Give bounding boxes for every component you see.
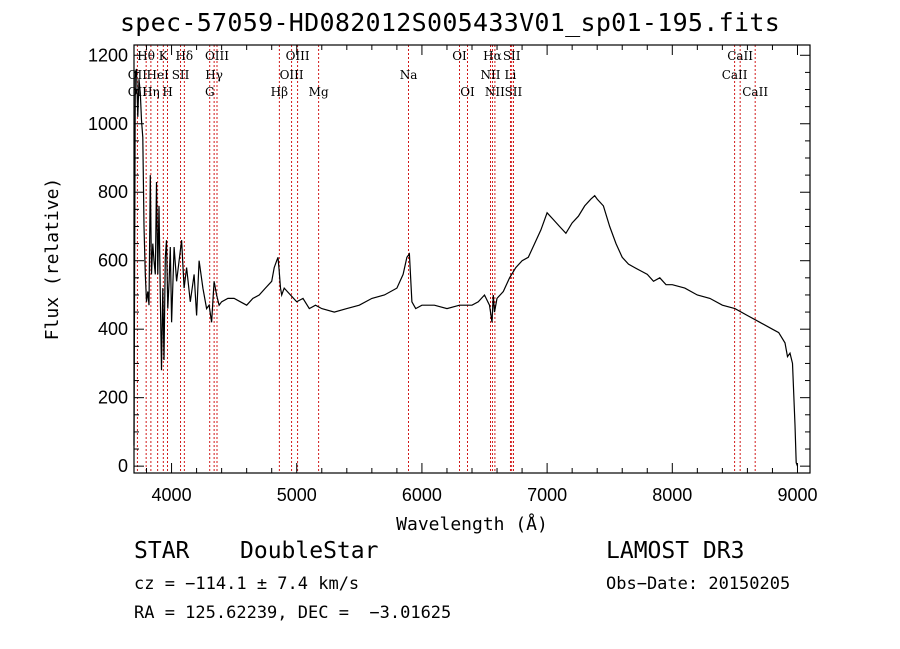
y-axis-label: Flux (relative): [42, 178, 63, 341]
spectral-line-label: H: [162, 85, 172, 99]
y-tick-label: 400: [98, 319, 128, 339]
spectral-line-label: OI: [460, 85, 475, 99]
spectral-line-label: OI: [452, 49, 467, 63]
spectral-line-markers: [136, 45, 756, 473]
spectral-line-label: SII: [503, 49, 521, 63]
x-tick-label: 4000: [152, 485, 192, 505]
x-tick-label: 7000: [527, 485, 567, 505]
spectral-line-label: K: [159, 49, 169, 63]
y-tick-label: 1200: [88, 45, 128, 65]
spectral-line-label: CaII: [727, 49, 753, 63]
spectral-line-label: CaII: [722, 68, 748, 82]
object-subclass: DoubleStar: [240, 538, 379, 564]
spectral-line-label: Na: [400, 68, 418, 82]
y-tick-label: 800: [98, 182, 128, 202]
x-tick-label: 9000: [777, 485, 817, 505]
spectral-line-label: OII: [128, 68, 148, 82]
x-axis-label: Wavelength (Å): [396, 513, 548, 535]
y-tick-label: 600: [98, 251, 128, 271]
observation-date: Obs−Date: 20150205: [606, 574, 791, 594]
spectral-line-label: SII: [505, 85, 523, 99]
x-tick-label: 8000: [652, 485, 692, 505]
spectral-line-label: CaII: [742, 85, 768, 99]
x-tick-label: 6000: [402, 485, 442, 505]
spectral-line-label: Hγ: [205, 68, 223, 82]
x-tick-label: 5000: [277, 485, 317, 505]
spectral-line-label: Hδ: [175, 49, 193, 63]
survey-name: LAMOST DR3: [606, 538, 745, 564]
spectral-line-label: Mg: [309, 85, 329, 99]
y-axis-ticks: 0 200 400 600 800 1000 1200: [88, 45, 810, 476]
spectral-line-label: NII: [481, 68, 501, 82]
redshift-cz: cz = −114.1 ± 7.4 km/s: [134, 574, 360, 594]
spectral-line-label: Hη: [142, 85, 160, 99]
plot-frame: [133, 44, 811, 474]
chart-title: spec-57059-HD082012S005433V01_sp01-195.f…: [119, 8, 781, 37]
spectral-line-label: OIII: [280, 68, 304, 82]
y-tick-label: 1000: [88, 114, 128, 134]
spectral-line-label: Hβ: [271, 85, 288, 99]
spectral-line-label: OIII: [205, 49, 229, 63]
object-class: STAR: [134, 538, 190, 564]
ra-dec: RA = 125.62239, DEC = −3.01625: [134, 603, 452, 623]
x-axis-ticks: 4000 5000 6000 7000 8000 9000: [146, 45, 818, 505]
spectral-line-label: Hθ: [137, 49, 155, 63]
spectral-line-label: HeI: [147, 68, 170, 82]
spectral-line-label: Hα: [483, 49, 502, 63]
spectral-line-label: SII: [172, 68, 190, 82]
spectral-line-label: OIII: [286, 49, 310, 63]
spectral-line-label: G: [205, 85, 215, 99]
spectral-line-label: Li: [505, 68, 517, 82]
y-tick-label: 200: [98, 388, 128, 408]
y-tick-label: 0: [118, 456, 128, 476]
spectrum-line: [133, 68, 799, 467]
spectral-line-label: NII: [485, 85, 505, 99]
